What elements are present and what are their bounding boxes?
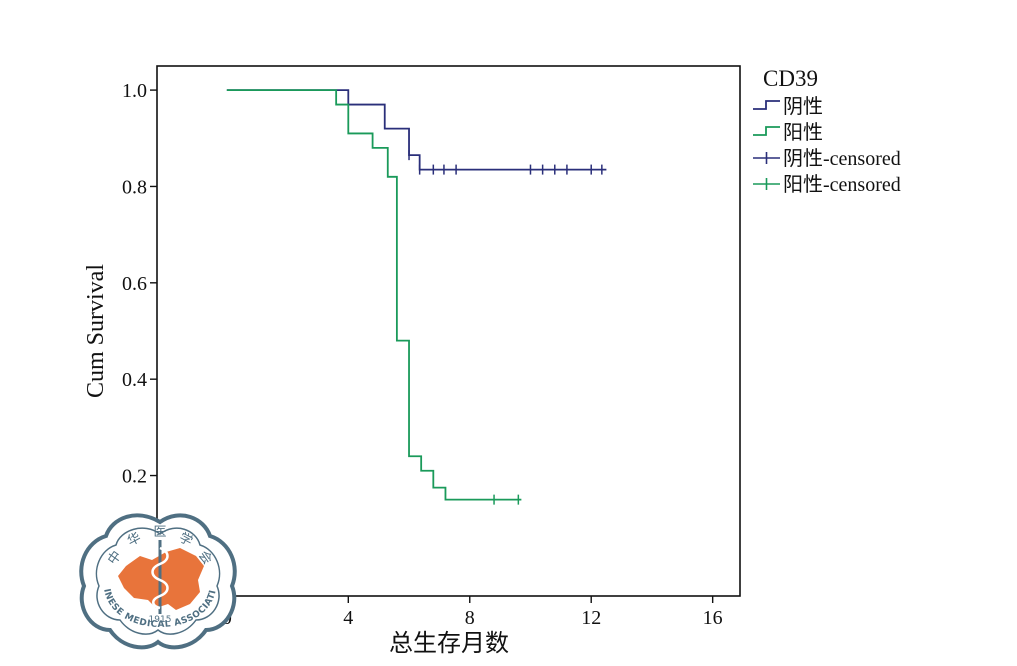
y-tick-label: 0.2 <box>122 466 147 488</box>
caduceus-snake-icon <box>151 546 169 610</box>
survival-curve-2 <box>226 89 522 501</box>
legend-title: CD39 <box>763 66 818 91</box>
y-tick-label: 0.6 <box>122 273 147 295</box>
legend-label: 阳性 <box>783 121 823 144</box>
legend-label: 阳性-censored <box>783 173 901 196</box>
y-tick-label: 0.4 <box>122 369 147 391</box>
series-layer <box>226 89 607 505</box>
x-tick-label: 12 <box>581 607 601 629</box>
x-tick-label: 8 <box>465 607 475 629</box>
legend-swatch-step <box>753 100 780 110</box>
legend-label: 阴性 <box>783 95 823 118</box>
legend-label: 阴性-censored <box>783 147 901 170</box>
y-tick-label: 0.8 <box>122 176 147 198</box>
seal-year: 1915 <box>149 615 172 625</box>
x-tick-label: 4 <box>343 607 353 629</box>
x-axis-title: 总生存月数 <box>389 630 509 657</box>
y-tick-label: 1.0 <box>122 80 147 102</box>
seal-character: 华 <box>125 530 144 549</box>
seal-character: 医 <box>153 525 166 540</box>
y-axis-ticks: 0.00.20.40.60.81.0 <box>122 80 157 584</box>
survival-curve-1 <box>226 89 607 171</box>
plot-frame <box>156 65 741 597</box>
y-axis-title: Cum Survival <box>83 264 109 398</box>
x-tick-label: 16 <box>703 607 723 629</box>
legend-swatch-step <box>753 126 780 136</box>
